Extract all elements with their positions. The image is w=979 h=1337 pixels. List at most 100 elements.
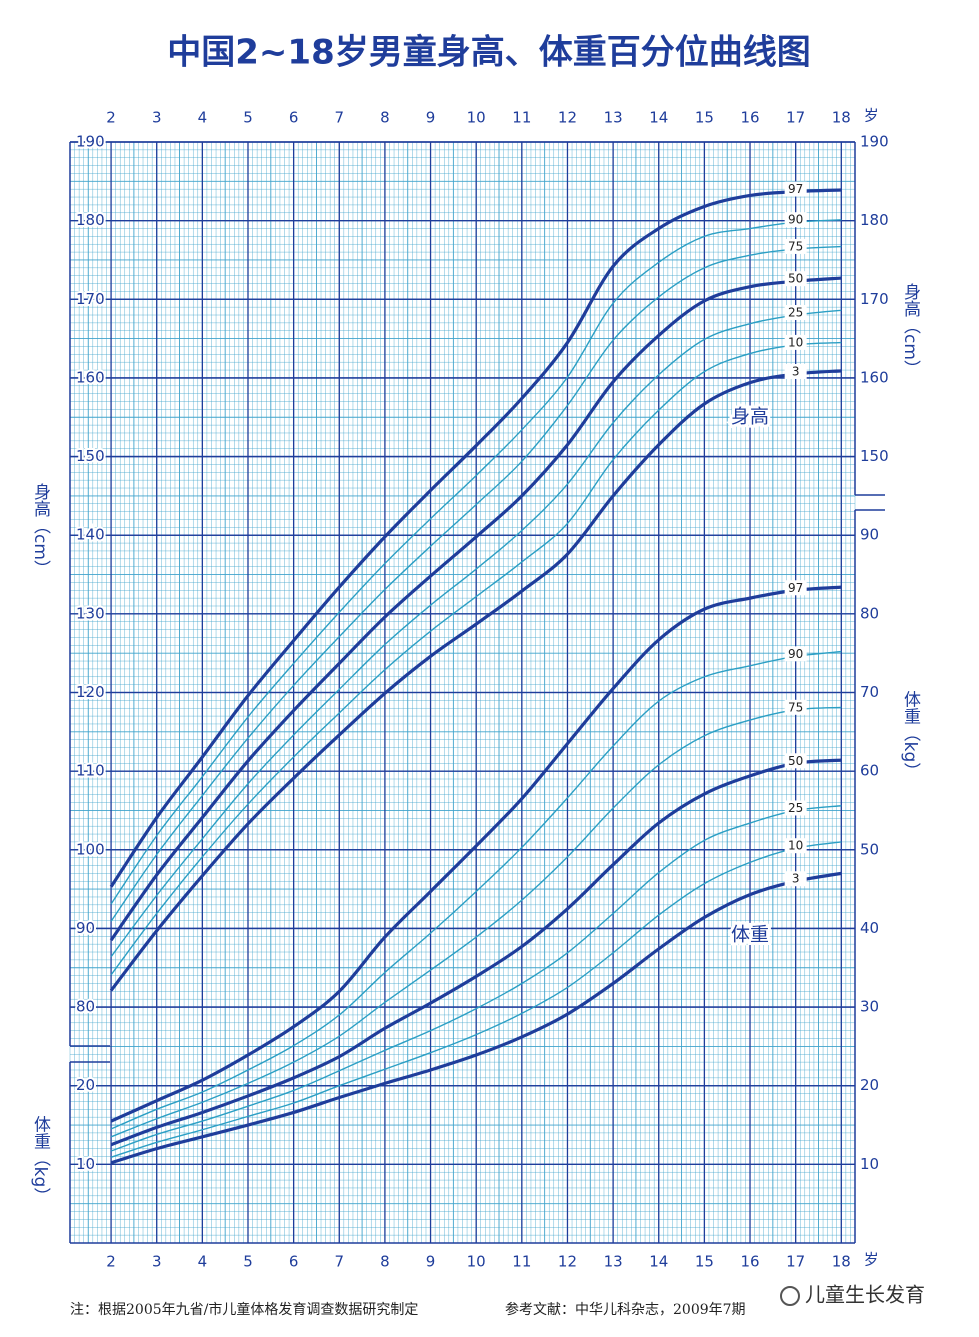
label-background: [784, 580, 807, 596]
legend-label: 10: [788, 839, 803, 853]
y-tick-label: 110: [76, 762, 105, 780]
x-tick-label: 14: [649, 1253, 668, 1271]
legend-label: 25: [788, 306, 803, 320]
y-axis-label-right: 身高（cm）: [900, 283, 921, 377]
x-tick-label: 5: [243, 1253, 253, 1271]
footnote: 注：根据2005年九省/市儿童体格发育调查数据研究制定: [70, 1301, 418, 1318]
x-tick-label: 4: [198, 1253, 208, 1271]
y2-tick-label: 70: [860, 683, 879, 701]
x-tick-label: 3: [152, 109, 162, 127]
x-tick-label: 12: [558, 109, 577, 127]
x-tick-label: 3: [152, 1253, 162, 1271]
percentile-curve: [110, 309, 842, 958]
label-background: [784, 646, 807, 662]
x-tick-label: 9: [426, 1253, 436, 1271]
label-background: [784, 212, 807, 228]
label-background: [784, 238, 807, 254]
x-tick-label: 16: [740, 1253, 759, 1271]
x-tick-label: 16: [740, 109, 759, 127]
x-tick-label: 10: [467, 1253, 486, 1271]
legend-label: 25: [788, 801, 803, 815]
y2-tick-label: 60: [860, 762, 879, 780]
y-tick-label: 90: [76, 919, 95, 937]
legend-label: 97: [788, 182, 803, 196]
x-tick-label: 2: [106, 109, 116, 127]
x-tick-label: 11: [512, 1253, 531, 1271]
y-tick-label: 140: [76, 526, 105, 544]
y2-tick-label: 10: [76, 1155, 95, 1173]
x-tick-label: 5: [243, 109, 253, 127]
reference: 参考文献：中华儿科杂志，2009年7期: [505, 1301, 746, 1318]
y2-tick-label: 90: [860, 526, 879, 544]
legend-label: 50: [788, 754, 803, 768]
y-tick-label: 100: [76, 840, 105, 858]
percentile-curve: [110, 805, 842, 1152]
y-tick-label: 190: [76, 133, 105, 151]
y2-tick-label: 20: [76, 1076, 95, 1094]
curves: 97 90 75 50 25 10 3 97 90 75 50 25 10 3: [109, 181, 842, 1165]
y-tick-label: 180: [76, 211, 105, 229]
y2-axis-label: 体重（kg）: [30, 1116, 51, 1205]
percentile-curve: [110, 871, 842, 1165]
percentile-curve: [109, 369, 842, 992]
x-tick-label: 14: [649, 109, 668, 127]
x-tick-label: 11: [512, 109, 531, 127]
percentile-curve: [109, 276, 842, 942]
grid: [69, 141, 885, 1244]
y-tick-label: 150: [76, 447, 105, 465]
x-tick-label: 18: [832, 1253, 851, 1271]
label-background: [784, 838, 807, 854]
x-tick-label: 6: [289, 109, 299, 127]
y2-tick-label: 30: [860, 998, 879, 1016]
label-background: [784, 699, 807, 715]
y2-axis-label-right: 体重（kg）: [900, 691, 921, 780]
y-tick-label: 180: [860, 211, 889, 229]
percentile-curve: [110, 706, 842, 1138]
label-background: [784, 753, 807, 769]
y2-tick-label: 20: [860, 1076, 879, 1094]
label-background: [784, 871, 807, 887]
legend-label: 50: [788, 272, 803, 286]
labels: 2 2 3 3 4 4 5 5 6 6 7 7 8 8 9 9 10 10 11 11 12 12 13 13 14 14 15 15…: [74, 107, 889, 1271]
percentile-curve: [110, 841, 842, 1158]
x-tick-label: 4: [198, 109, 208, 127]
x-unit: 岁: [864, 107, 879, 125]
x-tick-label: 13: [604, 1253, 623, 1271]
watermark-icon: [780, 1286, 800, 1306]
percentile-curve: [110, 758, 842, 1147]
chart-title: 中国2~18岁男童身高、体重百分位曲线图: [167, 33, 810, 73]
y-tick-label: 190: [860, 133, 889, 151]
x-tick-label: 13: [604, 109, 623, 127]
legend-label: 3: [792, 872, 800, 886]
annotation: 体重: [731, 924, 769, 946]
legend-label: 90: [788, 213, 803, 227]
y-tick-label: 170: [860, 290, 889, 308]
y-tick-label: 150: [860, 447, 889, 465]
legend-label: 97: [788, 581, 803, 595]
percentile-curve: [110, 341, 842, 976]
annotation: 身高: [731, 406, 769, 428]
x-tick-label: 7: [334, 109, 344, 127]
y-tick-label: 130: [76, 604, 105, 622]
x-tick-label: 2: [106, 1253, 116, 1271]
y-tick-label: 160: [76, 368, 105, 386]
percentile-curve: [110, 219, 842, 905]
label-background: [784, 334, 807, 350]
percentile-curve: [110, 650, 842, 1130]
watermark: 儿童生长发育: [805, 1283, 925, 1307]
legend-label: 90: [788, 647, 803, 661]
legend-label: 75: [788, 700, 803, 714]
label-background: [784, 363, 807, 379]
x-tick-label: 8: [380, 1253, 390, 1271]
percentile-curve: [109, 188, 842, 888]
label-background: [784, 271, 807, 287]
legend-label: 10: [788, 335, 803, 349]
legend-label: 75: [788, 239, 803, 253]
x-tick-label: 9: [426, 109, 436, 127]
x-tick-label: 15: [695, 1253, 714, 1271]
x-tick-label: 8: [380, 109, 390, 127]
y-tick-label: 160: [860, 368, 889, 386]
percentile-curve: [110, 245, 842, 922]
y-axis-label: 身高（cm）: [30, 483, 51, 577]
